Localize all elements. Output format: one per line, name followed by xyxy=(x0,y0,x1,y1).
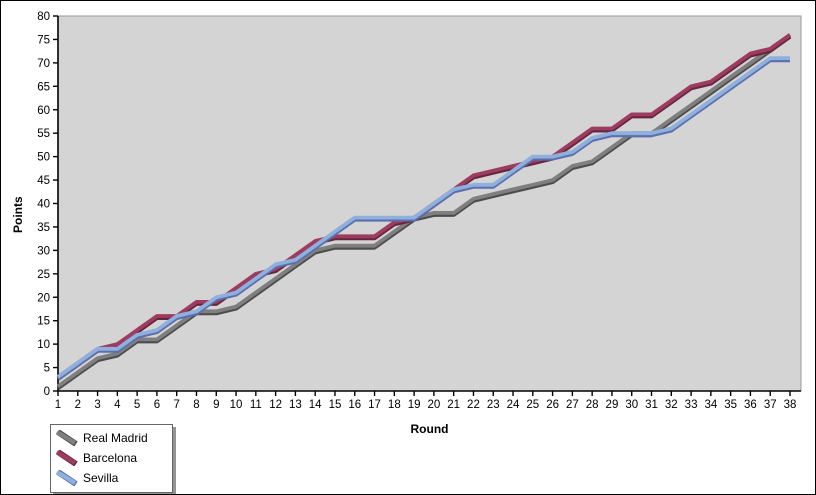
y-tick-label: 45 xyxy=(37,175,50,187)
x-tick-label: 11 xyxy=(250,399,262,411)
y-tick-label: 80 xyxy=(37,11,50,23)
x-tick-label: 2 xyxy=(75,399,81,411)
x-tick-label: 12 xyxy=(269,399,282,411)
y-tick-label: 0 xyxy=(44,386,50,398)
x-tick-label: 38 xyxy=(784,399,797,411)
legend-label-barcelona: Barcelona xyxy=(83,451,138,465)
x-tick-label: 9 xyxy=(213,399,219,411)
barcelona-line-swatch xyxy=(55,450,78,466)
y-tick-label: 50 xyxy=(37,152,50,164)
x-tick-label: 22 xyxy=(467,399,480,411)
x-axis-title: Round xyxy=(410,422,449,436)
x-tick-label: 15 xyxy=(329,399,342,411)
x-tick-label: 31 xyxy=(645,399,658,411)
x-tick-label: 36 xyxy=(744,399,757,411)
y-tick-label: 10 xyxy=(37,339,50,351)
x-tick-label: 37 xyxy=(764,399,777,411)
legend-item-real-madrid: Real Madrid xyxy=(55,428,167,448)
x-tick-label: 24 xyxy=(507,399,520,411)
x-tick-label: 14 xyxy=(309,399,322,411)
legend-label-sevilla: Sevilla xyxy=(83,471,119,485)
x-tick-label: 3 xyxy=(94,399,100,411)
x-tick-label: 7 xyxy=(173,399,179,411)
legend-item-sevilla: Sevilla xyxy=(55,468,167,488)
x-tick-label: 29 xyxy=(606,399,619,411)
y-tick-label: 20 xyxy=(37,292,50,304)
x-tick-label: 25 xyxy=(526,399,539,411)
x-tick-label: 5 xyxy=(134,399,140,411)
real-madrid-line-swatch xyxy=(55,430,78,446)
sevilla-line-swatch xyxy=(55,470,78,486)
x-tick-label: 33 xyxy=(685,399,698,411)
x-tick-label: 19 xyxy=(408,399,421,411)
y-tick-label: 15 xyxy=(37,316,50,328)
y-tick-label: 35 xyxy=(37,222,50,234)
x-tick-label: 34 xyxy=(704,399,717,411)
y-tick-label: 30 xyxy=(37,245,50,257)
legend-item-barcelona: Barcelona xyxy=(55,448,167,468)
x-tick-label: 23 xyxy=(487,399,500,411)
x-tick-label: 8 xyxy=(193,399,199,411)
legend-label-real-madrid: Real Madrid xyxy=(83,431,148,445)
y-tick-label: 60 xyxy=(37,105,50,117)
y-tick-label: 5 xyxy=(44,363,50,375)
x-tick-label: 4 xyxy=(114,399,121,411)
x-tick-label: 10 xyxy=(230,399,243,411)
x-tick-label: 1 xyxy=(55,399,61,411)
y-tick-label: 40 xyxy=(37,199,50,211)
x-tick-label: 30 xyxy=(625,399,638,411)
plot-area xyxy=(57,15,802,392)
y-tick-label: 55 xyxy=(37,128,50,140)
y-tick-label: 65 xyxy=(37,81,50,93)
y-axis-title: Points xyxy=(11,196,25,233)
x-tick-label: 6 xyxy=(154,399,160,411)
y-tick-label: 70 xyxy=(37,58,50,70)
x-tick-label: 17 xyxy=(368,399,381,411)
x-tick-label: 13 xyxy=(289,399,302,411)
real-madrid-line xyxy=(56,33,792,388)
x-tick-label: 28 xyxy=(586,399,599,411)
x-tick-label: 18 xyxy=(388,399,401,411)
sevilla-line xyxy=(56,56,790,379)
legend-box: Real Madrid Barcelona Sevilla xyxy=(50,424,173,493)
x-tick-label: 16 xyxy=(348,399,361,411)
y-tick-label: 25 xyxy=(37,269,50,281)
x-tick-label: 20 xyxy=(427,399,440,411)
x-tick-label: 27 xyxy=(566,399,579,411)
x-tick-label: 21 xyxy=(447,399,460,411)
y-tick-label: 75 xyxy=(37,34,50,46)
x-tick-label: 35 xyxy=(724,399,737,411)
x-tick-label: 32 xyxy=(665,399,678,411)
x-tick-label: 26 xyxy=(546,399,559,411)
